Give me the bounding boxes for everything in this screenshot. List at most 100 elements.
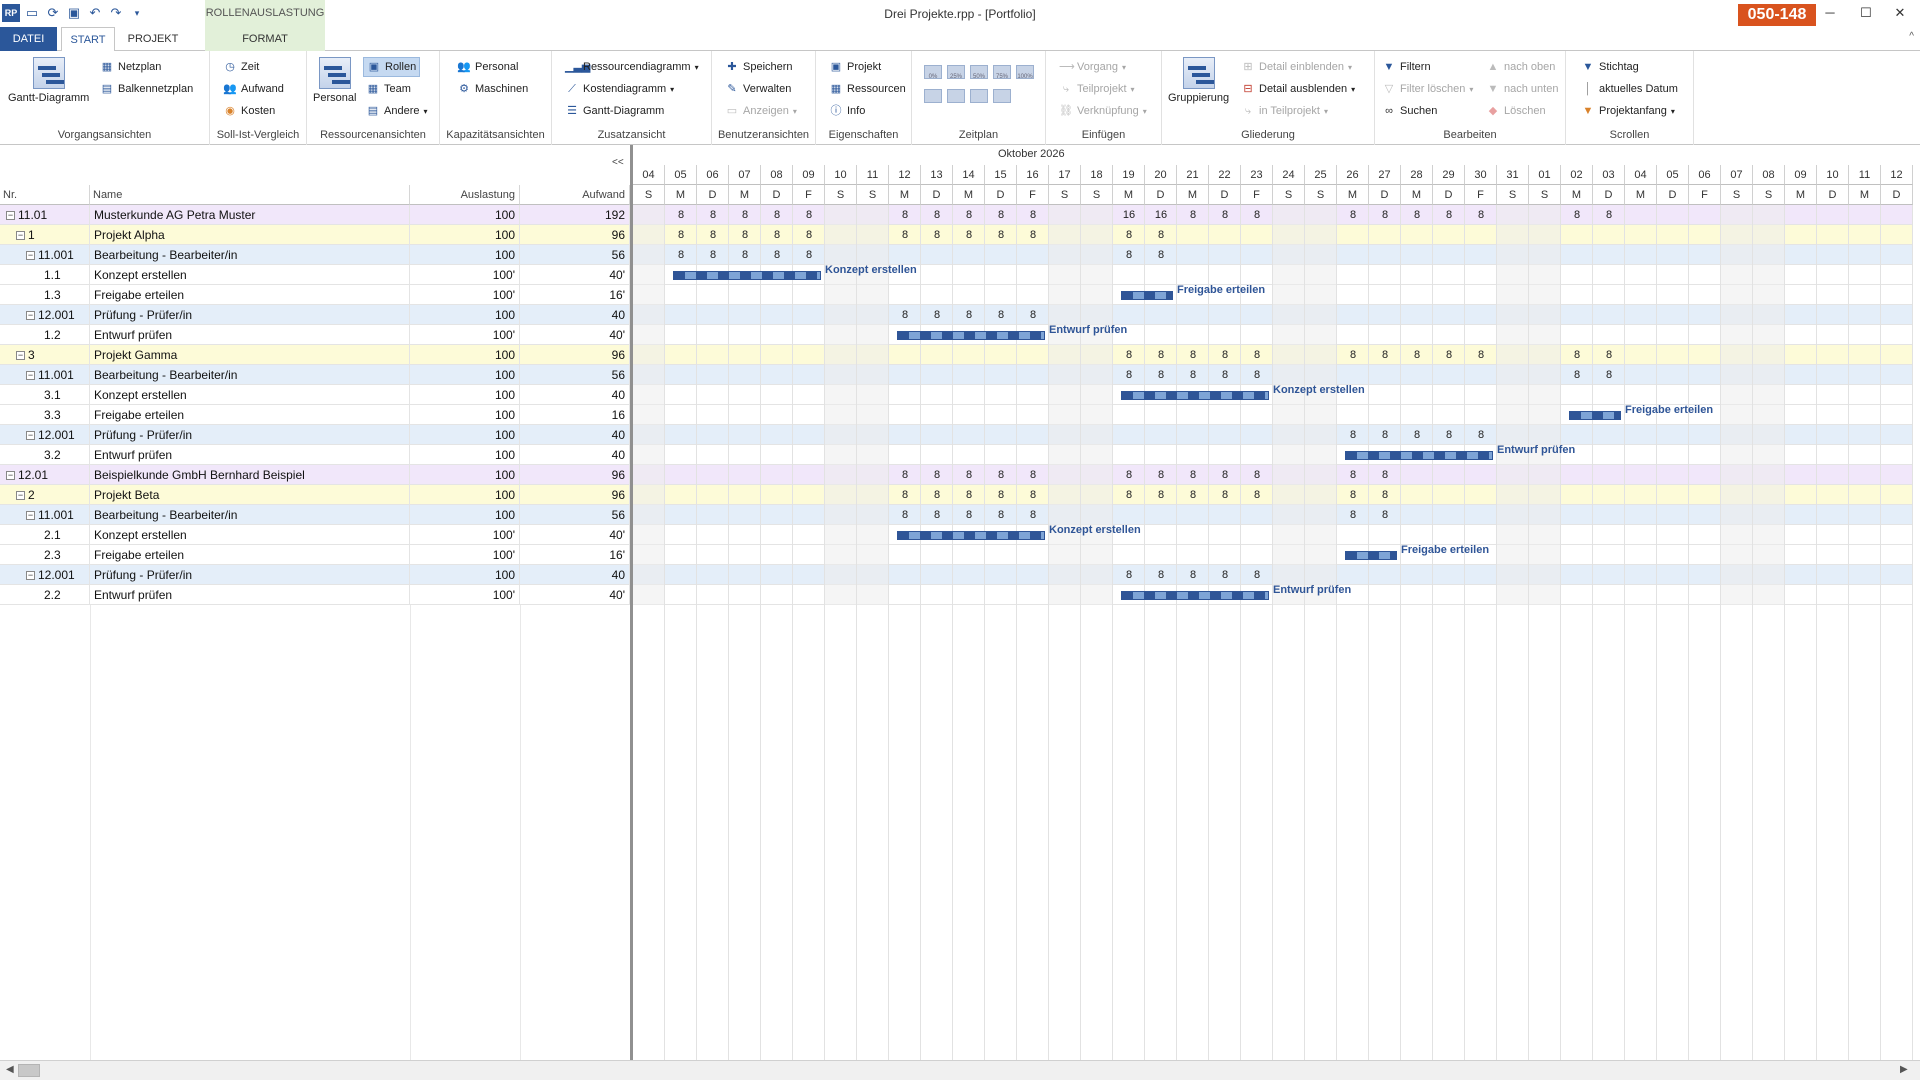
table-row[interactable]: −12.001 Prüfung - Prüfer/in 100 40	[0, 565, 630, 585]
pane-splitter[interactable]	[630, 145, 633, 1060]
table-row[interactable]: 1.3 Freigabe erteilen 100' 16'	[0, 285, 630, 305]
kosten-button[interactable]: ◉ Kosten	[220, 101, 278, 121]
column-header-nr[interactable]: Nr.	[0, 185, 90, 205]
maximize-icon[interactable]: ☐	[1860, 5, 1872, 20]
suchen-button[interactable]: ∞ Suchen	[1379, 101, 1440, 121]
redo-icon[interactable]: ↷	[110, 5, 122, 20]
andere-button[interactable]: ▤ Andere ▾	[363, 101, 431, 121]
nach-oben-button[interactable]: ▲ nach oben	[1483, 57, 1558, 77]
collapse-toggle-icon[interactable]: −	[26, 570, 35, 581]
maschinen-button[interactable]: ⚙ Maschinen	[454, 79, 531, 99]
verwalten-button[interactable]: ✎ Verwalten	[722, 79, 794, 99]
collapse-toggle-icon[interactable]: −	[16, 230, 25, 241]
table-row[interactable]: −11.001 Bearbeitung - Bearbeiter/in 100 56	[0, 245, 630, 265]
split-task-icon[interactable]	[970, 89, 988, 103]
aufwand-button[interactable]: 👥 Aufwand	[220, 79, 287, 99]
tab-format[interactable]: FORMAT	[205, 27, 325, 51]
gantt-bar[interactable]	[1345, 451, 1493, 460]
projekt-properties-button[interactable]: ▣ Projekt	[826, 57, 884, 77]
scroll-right-icon[interactable]: ▶	[1900, 1064, 1908, 1075]
table-row[interactable]: −11.001 Bearbeitung - Bearbeiter/in 100 56	[0, 505, 630, 525]
horizontal-scrollbar[interactable]: ◀ ▶	[0, 1060, 1920, 1080]
tab-projekt[interactable]: PROJEKT	[127, 33, 179, 45]
gruppierung-button[interactable]: Gruppierung	[1168, 57, 1229, 104]
progress-100-icon[interactable]: 100%	[1016, 65, 1034, 80]
column-header-name[interactable]: Name	[90, 185, 410, 205]
table-row[interactable]: −12.001 Prüfung - Prüfer/in 100 40	[0, 305, 630, 325]
gantt-bar[interactable]	[673, 271, 821, 280]
collapse-toggle-icon[interactable]: −	[6, 470, 15, 481]
collapse-toggle-icon[interactable]: −	[26, 510, 35, 521]
table-row[interactable]: 1.2 Entwurf prüfen 100' 40'	[0, 325, 630, 345]
table-row[interactable]: 2.2 Entwurf prüfen 100' 40'	[0, 585, 630, 605]
table-row[interactable]: −1 Projekt Alpha 100 96	[0, 225, 630, 245]
gantt-bar[interactable]	[1121, 591, 1269, 600]
zusatz-gantt-button[interactable]: ☰ Gantt-Diagramm	[562, 101, 667, 121]
collapse-toggle-icon[interactable]: −	[16, 490, 25, 501]
kostendiagramm-button[interactable]: ⟋ Kostendiagramm ▾	[562, 79, 677, 99]
progress-0-icon[interactable]: 0%	[924, 65, 942, 80]
gantt-bar[interactable]	[1569, 411, 1621, 420]
personal-view-button[interactable]: Personal	[313, 57, 356, 104]
ressourcen-properties-button[interactable]: ▦ Ressourcen	[826, 79, 909, 99]
table-row[interactable]: 2.1 Konzept erstellen 100' 40'	[0, 525, 630, 545]
column-header-aufwand[interactable]: Aufwand	[520, 185, 630, 205]
collapse-toggle-icon[interactable]: −	[26, 430, 35, 441]
projektanfang-button[interactable]: ▼ Projektanfang ▾	[1578, 101, 1678, 121]
tab-datei[interactable]: DATEI	[0, 27, 57, 51]
progress-25-icon[interactable]: 25%	[947, 65, 965, 80]
teilprojekt-button[interactable]: ⤷ Teilprojekt ▾	[1056, 79, 1138, 99]
undo-icon[interactable]: ↶	[89, 5, 101, 20]
customize-icon[interactable]: ▾	[134, 8, 140, 18]
tab-start[interactable]: START	[61, 27, 115, 52]
zeit-button[interactable]: ◷ Zeit	[220, 57, 262, 77]
collapse-grid-button[interactable]: <<	[612, 157, 624, 168]
collapse-toggle-icon[interactable]: −	[16, 350, 25, 361]
team-button[interactable]: ▦ Team	[363, 79, 414, 99]
aktuelles-datum-button[interactable]: │ aktuelles Datum	[1578, 79, 1681, 99]
table-row[interactable]: −12.001 Prüfung - Prüfer/in 100 40	[0, 425, 630, 445]
scroll-left-icon[interactable]: ◀	[6, 1064, 14, 1075]
progress-75-icon[interactable]: 75%	[993, 65, 1011, 80]
link-tasks-icon[interactable]	[924, 89, 942, 103]
detail-ausblenden-button[interactable]: ⊟ Detail ausblenden ▾	[1238, 79, 1358, 99]
left-scroll-thumb[interactable]	[18, 1064, 40, 1077]
unlink-tasks-icon[interactable]	[947, 89, 965, 103]
close-icon[interactable]: ✕	[1894, 5, 1906, 20]
schedule-options-icon[interactable]	[993, 89, 1011, 103]
open-folder-icon[interactable]: ▭	[25, 5, 39, 20]
table-row[interactable]: 3.3 Freigabe erteilen 100 16	[0, 405, 630, 425]
minimize-icon[interactable]: ─	[1825, 5, 1835, 20]
table-row[interactable]: −11.01 Musterkunde AG Petra Muster 100 192	[0, 205, 630, 225]
loeschen-button[interactable]: ◆ Löschen	[1483, 101, 1549, 121]
table-row[interactable]: −12.01 Beispielkunde GmbH Bernhard Beispi…	[0, 465, 630, 485]
table-row[interactable]: 3.1 Konzept erstellen 100 40	[0, 385, 630, 405]
netzplan-button[interactable]: ▦ Netzplan	[97, 57, 164, 77]
balkennetzplan-button[interactable]: ▤ Balkennetzplan	[97, 79, 196, 99]
filter-loeschen-button[interactable]: ▽ Filter löschen ▾	[1379, 79, 1476, 99]
collapse-toggle-icon[interactable]: −	[6, 210, 15, 221]
table-row[interactable]: 3.2 Entwurf prüfen 100 40	[0, 445, 630, 465]
collapse-toggle-icon[interactable]: −	[26, 310, 35, 321]
anzeigen-button[interactable]: ▭ Anzeigen ▾	[722, 101, 800, 121]
gantt-bar[interactable]	[1345, 551, 1397, 560]
ressourcendiagramm-button[interactable]: ▁▃▅ Ressourcendiagramm ▾	[562, 57, 702, 77]
ribbon-collapse-icon[interactable]: ^	[1909, 31, 1914, 42]
info-button[interactable]: ⓘ Info	[826, 101, 868, 121]
speichern-button[interactable]: ✚ Speichern	[722, 57, 796, 77]
table-row[interactable]: 2.3 Freigabe erteilen 100' 16'	[0, 545, 630, 565]
collapse-toggle-icon[interactable]: −	[26, 250, 35, 261]
refresh-icon[interactable]: ⟳	[47, 5, 59, 20]
vorgang-button[interactable]: ⟶ Vorgang ▾	[1056, 57, 1129, 77]
filtern-button[interactable]: ▼ Filtern	[1379, 57, 1434, 77]
table-row[interactable]: −2 Projekt Beta 100 96	[0, 485, 630, 505]
detail-einblenden-button[interactable]: ⊞ Detail einblenden ▾	[1238, 57, 1355, 77]
gantt-bar[interactable]	[1121, 391, 1269, 400]
table-row[interactable]: −11.001 Bearbeitung - Bearbeiter/in 100 56	[0, 365, 630, 385]
table-row[interactable]: 1.1 Konzept erstellen 100' 40'	[0, 265, 630, 285]
kapazitaet-personal-button[interactable]: 👥 Personal	[454, 57, 521, 77]
gantt-diagram-button[interactable]: Gantt-Diagramm	[8, 57, 89, 104]
save-icon[interactable]: ▣	[67, 5, 81, 20]
gantt-bar[interactable]	[897, 331, 1045, 340]
in-teilprojekt-button[interactable]: ⤷ in Teilprojekt ▾	[1238, 101, 1331, 121]
